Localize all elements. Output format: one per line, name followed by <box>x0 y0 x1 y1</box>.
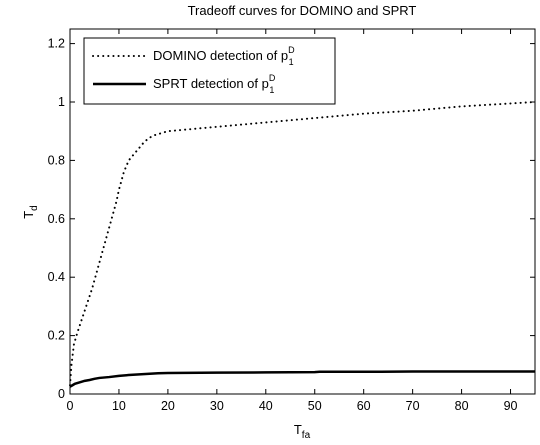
x-tick-label: 60 <box>357 399 371 413</box>
y-axis-label-main: T <box>21 211 36 219</box>
y-tick-label: 0 <box>58 387 65 401</box>
series-line-sprt <box>69 370 535 388</box>
x-axis: 0 10 20 30 40 50 60 70 80 90 <box>67 29 518 413</box>
y-tick-label: 0.8 <box>48 153 65 167</box>
legend-label-sprt-sup: D <box>269 73 276 83</box>
y-tick-label: 0.2 <box>48 329 65 343</box>
y-tick-label: 1.2 <box>48 37 65 51</box>
legend-label-sprt-sub: 1 <box>269 85 274 95</box>
y-tick-label: 0.4 <box>48 270 65 284</box>
x-tick-label: 70 <box>406 399 420 413</box>
legend-label-sprt-text: SPRT detection of p <box>153 76 269 91</box>
x-tick-label: 50 <box>308 399 322 413</box>
x-axis-label-main: T <box>294 422 302 437</box>
x-tick-label: 80 <box>455 399 469 413</box>
x-tick-label: 40 <box>259 399 273 413</box>
x-axis-label-sub: fa <box>302 430 311 441</box>
y-axis-label: Td <box>21 205 40 219</box>
legend-box <box>83 37 336 105</box>
x-tick-label: 0 <box>67 399 74 413</box>
series-layer <box>69 101 536 388</box>
legend-label-domino: DOMINO detection of pD 1 <box>153 45 295 67</box>
x-tick-label: 10 <box>112 399 126 413</box>
legend: DOMINO detection of pD 1 SPRT detection o… <box>83 37 336 105</box>
legend-label-sprt: SPRT detection of pD 1 <box>153 73 276 95</box>
y-tick-label: 1 <box>58 95 65 109</box>
legend-label-domino-sub: 1 <box>289 57 294 67</box>
x-tick-label: 30 <box>210 399 224 413</box>
x-axis-label: Tfa <box>294 422 311 441</box>
legend-label-domino-text: DOMINO detection of p <box>153 48 288 63</box>
legend-label-domino-sup: D <box>288 45 295 55</box>
x-tick-label: 20 <box>161 399 175 413</box>
x-tick-label: 90 <box>504 399 518 413</box>
y-axis-label-sub: d <box>29 205 40 211</box>
y-axis: 0 0.2 0.4 0.6 0.8 1 1.2 <box>48 37 535 401</box>
y-tick-label: 0.6 <box>48 212 65 226</box>
chart-title: Tradeoff curves for DOMINO and SPRT <box>188 3 417 18</box>
